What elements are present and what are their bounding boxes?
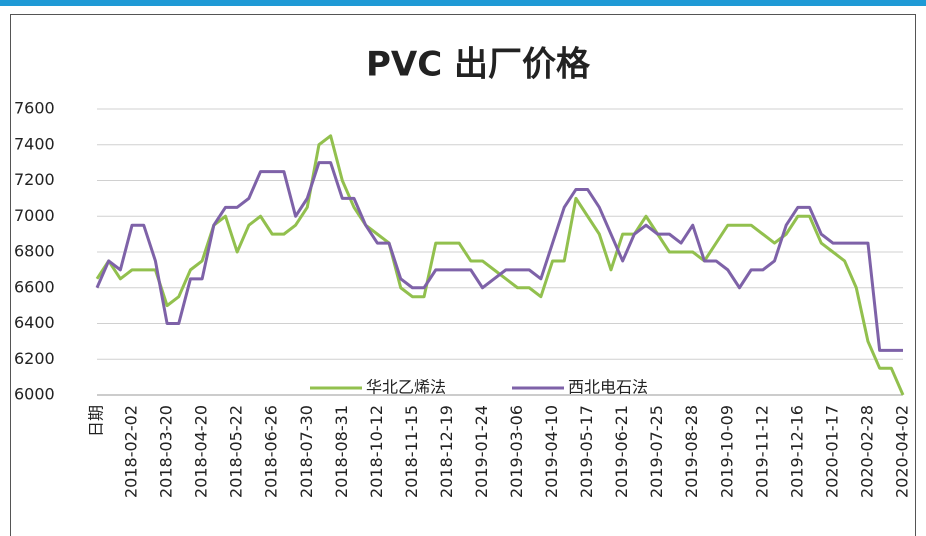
chart-title: PVC 出厂价格 [366, 45, 591, 85]
x-tick-label: 2019-04-10 [542, 405, 561, 498]
x-tick-label: 2019-03-06 [507, 405, 526, 498]
frame [10, 14, 916, 536]
x-tick-label: 2019-12-16 [787, 405, 806, 498]
x-tick-label: 2018-05-22 [227, 405, 246, 498]
x-tick-label: 2019-01-24 [472, 405, 491, 498]
x-tick-label: 2019-05-17 [577, 405, 596, 498]
y-tick-label: 6800 [14, 242, 55, 261]
legend-label: 华北乙烯法 [366, 378, 446, 397]
y-tick-label: 6400 [14, 313, 55, 332]
series-line [95, 161, 903, 352]
y-tick-label: 7000 [14, 206, 55, 225]
y-tick-label: 7600 [14, 99, 55, 118]
x-tick-label: 2020-04-02 [893, 405, 912, 498]
x-tick-label: 2018-03-20 [157, 405, 176, 498]
x-tick-label: 2019-10-09 [717, 405, 736, 498]
x-tick-label: 2018-06-26 [262, 405, 281, 498]
x-tick-label: 2020-01-17 [822, 405, 841, 498]
x-tick-label: 2019-11-12 [752, 405, 771, 498]
x-tick-label: 2020-02-28 [857, 405, 876, 498]
x-tick-label: 2018-02-02 [122, 405, 141, 498]
x-tick-label: 日期 [87, 405, 106, 437]
legend-label: 西北电石法 [568, 378, 648, 397]
x-tick-label: 2019-08-28 [682, 405, 701, 498]
x-tick-label: 2018-10-12 [367, 405, 386, 498]
x-tick-label: 2019-06-21 [612, 405, 631, 498]
y-tick-label: 6600 [14, 277, 55, 296]
x-tick-label: 2018-04-20 [192, 405, 211, 498]
x-tick-label: 2018-12-19 [437, 405, 456, 498]
x-tick-label: 2018-08-31 [332, 405, 351, 498]
series-line [95, 134, 905, 396]
y-tick-label: 6000 [14, 385, 55, 404]
x-tick-label: 2019-07-25 [647, 405, 666, 498]
y-tick-label: 6200 [14, 349, 55, 368]
y-tick-label: 7400 [14, 134, 55, 153]
x-tick-label: 2018-07-30 [297, 405, 316, 498]
top-bar [0, 0, 926, 6]
x-tick-label: 2018-11-15 [402, 405, 421, 498]
y-tick-label: 7200 [14, 170, 55, 189]
